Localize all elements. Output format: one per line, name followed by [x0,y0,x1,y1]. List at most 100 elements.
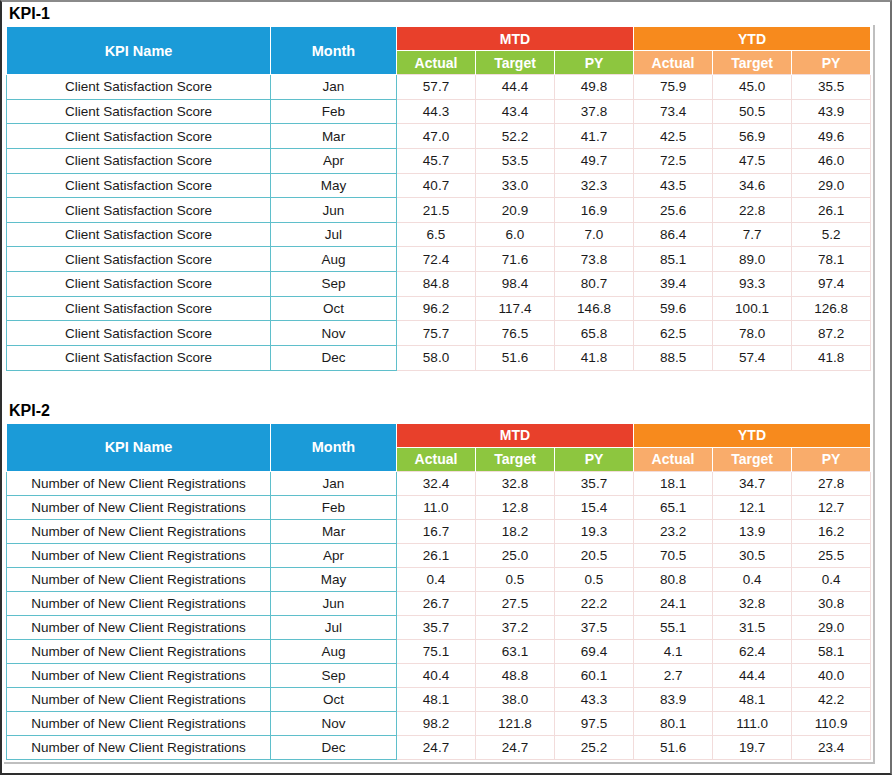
month-cell[interactable]: May [271,173,397,198]
kpi-name-cell[interactable]: Client Satisfaction Score [7,99,271,124]
mtd-target-cell[interactable]: 53.5 [476,148,555,173]
month-cell[interactable]: Dec [271,735,397,759]
kpi-name-cell[interactable]: Number of New Client Registrations [7,567,271,591]
month-cell[interactable]: Sep [271,663,397,687]
mtd-actual-cell[interactable]: 58.0 [397,346,476,371]
mtd-py-cell[interactable]: 49.8 [555,75,634,100]
kpi-name-cell[interactable]: Number of New Client Registrations [7,591,271,615]
month-cell[interactable]: Mar [271,124,397,149]
kpi-name-cell[interactable]: Client Satisfaction Score [7,173,271,198]
mtd-py-cell[interactable]: 15.4 [555,495,634,519]
ytd-target-cell[interactable]: 7.7 [713,222,792,247]
month-cell[interactable]: Apr [271,543,397,567]
ytd-actual-cell[interactable]: 39.4 [634,272,713,297]
ytd-actual-header[interactable]: Actual [634,447,713,471]
ytd-target-cell[interactable]: 13.9 [713,519,792,543]
month-cell[interactable]: Oct [271,687,397,711]
ytd-actual-cell[interactable]: 25.6 [634,198,713,223]
mtd-actual-cell[interactable]: 75.7 [397,321,476,346]
mtd-actual-cell[interactable]: 47.0 [397,124,476,149]
mtd-target-cell[interactable]: 44.4 [476,75,555,100]
ytd-target-cell[interactable]: 56.9 [713,124,792,149]
mtd-actual-cell[interactable]: 0.4 [397,567,476,591]
ytd-py-cell[interactable]: 30.8 [792,591,871,615]
mtd-target-cell[interactable]: 32.8 [476,471,555,495]
mtd-target-cell[interactable]: 76.5 [476,321,555,346]
ytd-target-cell[interactable]: 34.6 [713,173,792,198]
kpi-name-cell[interactable]: Number of New Client Registrations [7,735,271,759]
month-cell[interactable]: Aug [271,639,397,663]
ytd-target-cell[interactable]: 45.0 [713,75,792,100]
kpi-name-cell[interactable]: Client Satisfaction Score [7,321,271,346]
mtd-target-cell[interactable]: 20.9 [476,198,555,223]
mtd-target-cell[interactable]: 18.2 [476,519,555,543]
mtd-target-cell[interactable]: 38.0 [476,687,555,711]
ytd-py-cell[interactable]: 35.5 [792,75,871,100]
ytd-target-cell[interactable]: 111.0 [713,711,792,735]
kpi-name-cell[interactable]: Client Satisfaction Score [7,222,271,247]
ytd-actual-cell[interactable]: 80.8 [634,567,713,591]
mtd-py-cell[interactable]: 32.3 [555,173,634,198]
mtd-py-cell[interactable]: 73.8 [555,247,634,272]
ytd-actual-cell[interactable]: 51.6 [634,735,713,759]
ytd-target-cell[interactable]: 62.4 [713,639,792,663]
ytd-actual-cell[interactable]: 75.9 [634,75,713,100]
ytd-actual-cell[interactable]: 2.7 [634,663,713,687]
ytd-py-cell[interactable]: 29.0 [792,615,871,639]
mtd-py-header[interactable]: PY [555,51,634,75]
mtd-py-cell[interactable]: 65.8 [555,321,634,346]
ytd-target-cell[interactable]: 31.5 [713,615,792,639]
month-cell[interactable]: Jul [271,615,397,639]
kpi-name-cell[interactable]: Client Satisfaction Score [7,272,271,297]
mtd-target-cell[interactable]: 98.4 [476,272,555,297]
ytd-target-cell[interactable]: 48.1 [713,687,792,711]
kpi-name-cell[interactable]: Number of New Client Registrations [7,519,271,543]
mtd-actual-cell[interactable]: 35.7 [397,615,476,639]
ytd-py-cell[interactable]: 58.1 [792,639,871,663]
mtd-target-header[interactable]: Target [476,447,555,471]
ytd-py-cell[interactable]: 29.0 [792,173,871,198]
ytd-actual-cell[interactable]: 80.1 [634,711,713,735]
ytd-target-cell[interactable]: 93.3 [713,272,792,297]
ytd-py-cell[interactable]: 42.2 [792,687,871,711]
ytd-py-cell[interactable]: 87.2 [792,321,871,346]
month-cell[interactable]: Mar [271,519,397,543]
mtd-py-cell[interactable]: 25.2 [555,735,634,759]
mtd-target-cell[interactable]: 117.4 [476,296,555,321]
month-cell[interactable]: May [271,567,397,591]
ytd-actual-cell[interactable]: 24.1 [634,591,713,615]
mtd-py-cell[interactable]: 146.8 [555,296,634,321]
month-cell[interactable]: Jan [271,471,397,495]
ytd-target-cell[interactable]: 100.1 [713,296,792,321]
ytd-py-cell[interactable]: 46.0 [792,148,871,173]
ytd-target-cell[interactable]: 0.4 [713,567,792,591]
mtd-actual-cell[interactable]: 98.2 [397,711,476,735]
mtd-target-header[interactable]: Target [476,51,555,75]
mtd-actual-cell[interactable]: 48.1 [397,687,476,711]
ytd-target-header[interactable]: Target [713,447,792,471]
mtd-py-cell[interactable]: 60.1 [555,663,634,687]
mtd-actual-cell[interactable]: 26.1 [397,543,476,567]
ytd-actual-cell[interactable]: 83.9 [634,687,713,711]
mtd-target-cell[interactable]: 71.6 [476,247,555,272]
ytd-target-cell[interactable]: 19.7 [713,735,792,759]
month-cell[interactable]: Feb [271,99,397,124]
kpi-name-cell[interactable]: Client Satisfaction Score [7,148,271,173]
ytd-py-cell[interactable]: 41.8 [792,346,871,371]
kpi-name-cell[interactable]: Client Satisfaction Score [7,124,271,149]
ytd-py-cell[interactable]: 43.9 [792,99,871,124]
ytd-target-cell[interactable]: 22.8 [713,198,792,223]
mtd-actual-header[interactable]: Actual [397,447,476,471]
ytd-py-cell[interactable]: 16.2 [792,519,871,543]
mtd-target-cell[interactable]: 33.0 [476,173,555,198]
kpi-name-cell[interactable]: Number of New Client Registrations [7,543,271,567]
kpi-name-cell[interactable]: Number of New Client Registrations [7,711,271,735]
mtd-target-cell[interactable]: 6.0 [476,222,555,247]
ytd-actual-cell[interactable]: 86.4 [634,222,713,247]
kpi-name-cell[interactable]: Client Satisfaction Score [7,198,271,223]
mtd-actual-cell[interactable]: 44.3 [397,99,476,124]
mtd-py-cell[interactable]: 97.5 [555,711,634,735]
ytd-actual-cell[interactable]: 23.2 [634,519,713,543]
ytd-py-cell[interactable]: 49.6 [792,124,871,149]
mtd-target-cell[interactable]: 48.8 [476,663,555,687]
